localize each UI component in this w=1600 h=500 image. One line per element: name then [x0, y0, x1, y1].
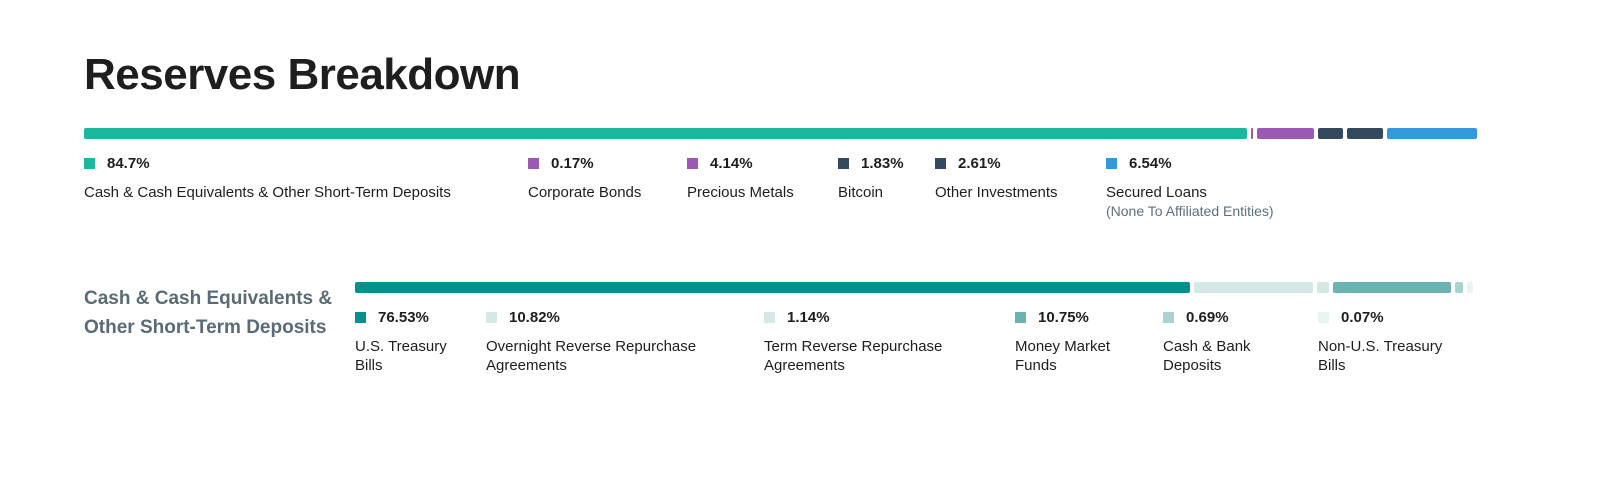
cash-bar-segment-2: [1194, 282, 1313, 293]
cash-bar-segment-6: [1467, 282, 1473, 293]
legend-percent: 2.61%: [958, 154, 1001, 172]
reserves-bar-segment-3: [1257, 128, 1315, 139]
cash-breakdown-title: Cash & Cash Equivalents & Other Short-Te…: [84, 288, 333, 338]
legend-swatch: [486, 311, 497, 323]
legend-swatch: [1106, 157, 1117, 169]
legend-swatch: [1015, 311, 1026, 323]
legend-percent: 10.75%: [1038, 308, 1089, 326]
legend-swatch: [935, 157, 946, 169]
legend-percent: 10.82%: [509, 308, 560, 326]
legend-label: Corporate Bonds: [528, 184, 642, 201]
reserves-legend-item-4: 1.83% Bitcoin: [838, 153, 928, 202]
reserves-bar-segment-1: [84, 128, 1247, 139]
cash-bar-segment-5: [1455, 282, 1463, 293]
page-title: Reserves Breakdown: [84, 50, 521, 99]
legend-percent: 0.17%: [551, 154, 594, 172]
legend-swatch: [1163, 311, 1174, 323]
legend-label: Other Investments: [935, 184, 1058, 201]
legend-percent: 1.14%: [787, 308, 830, 326]
legend-percent: 6.54%: [1129, 154, 1172, 172]
legend-percent: 84.7%: [107, 154, 150, 172]
legend-percent: 4.14%: [710, 154, 753, 172]
legend-swatch: [838, 157, 849, 169]
reserves-stacked-bar: [84, 128, 1477, 139]
legend-percent: 1.83%: [861, 154, 904, 172]
reserves-legend-item-1: 84.7% Cash & Cash Equivalents & Other Sho…: [84, 153, 524, 202]
reserves-legend: 84.7% Cash & Cash Equivalents & Other Sho…: [84, 153, 1484, 233]
legend-swatch: [355, 311, 366, 323]
reserves-bar-segment-2: [1250, 128, 1254, 139]
legend-label: Secured Loans: [1106, 184, 1207, 201]
legend-percent: 76.53%: [378, 308, 429, 326]
legend-swatch: [1318, 311, 1329, 323]
cash-stacked-bar: [355, 282, 1473, 293]
legend-label: Non-U.S. Treasury Bills: [1318, 338, 1443, 374]
cash-legend-item-2: 10.82% Overnight Reverse Repurchase Agree…: [486, 307, 746, 375]
reserves-bar-segment-4: [1318, 128, 1344, 139]
reserves-legend-item-3: 4.14% Precious Metals: [687, 153, 827, 202]
cash-legend-item-5: 0.69% Cash & Bank Deposits: [1163, 307, 1293, 375]
reserves-legend-item-6: 6.54% Secured Loans (None To Affiliated En…: [1106, 153, 1346, 220]
legend-percent: 0.69%: [1186, 308, 1229, 326]
legend-label: U.S. Treasury Bills: [355, 338, 447, 374]
reserves-legend-item-2: 0.17% Corporate Bonds: [528, 153, 678, 202]
cash-legend-item-3: 1.14% Term Reverse Repurchase Agreements: [764, 307, 994, 375]
cash-legend-item-6: 0.07% Non-U.S. Treasury Bills: [1318, 307, 1458, 375]
legend-swatch: [764, 311, 775, 323]
reserves-bar-segment-5: [1347, 128, 1384, 139]
reserves-bar-segment-6: [1387, 128, 1477, 139]
legend-label: Cash & Bank Deposits: [1163, 338, 1251, 374]
legend-label: Precious Metals: [687, 184, 794, 201]
legend-label: Overnight Reverse Repurchase Agreements: [486, 338, 697, 374]
reserves-legend-item-5: 2.61% Other Investments: [935, 153, 1095, 202]
cash-legend: 76.53% U.S. Treasury Bills 10.82% Overnight…: [355, 307, 1485, 387]
cash-bar-segment-1: [355, 282, 1191, 293]
legend-label: Term Reverse Repurchase Agreements: [764, 338, 943, 374]
legend-swatch: [528, 157, 539, 169]
legend-label: Bitcoin: [838, 184, 884, 201]
cash-legend-item-1: 76.53% U.S. Treasury Bills: [355, 307, 465, 375]
legend-label: Cash & Cash Equivalents & Other Short-Te…: [84, 184, 451, 201]
cash-bar-segment-4: [1333, 282, 1452, 293]
legend-label: Money Market Funds: [1015, 338, 1111, 374]
legend-sublabel: (None To Affiliated Entities): [1106, 203, 1274, 219]
legend-swatch: [687, 157, 698, 169]
cash-legend-item-4: 10.75% Money Market Funds: [1015, 307, 1145, 375]
legend-swatch: [84, 157, 95, 169]
cash-bar-segment-3: [1316, 282, 1330, 293]
legend-percent: 0.07%: [1341, 308, 1384, 326]
